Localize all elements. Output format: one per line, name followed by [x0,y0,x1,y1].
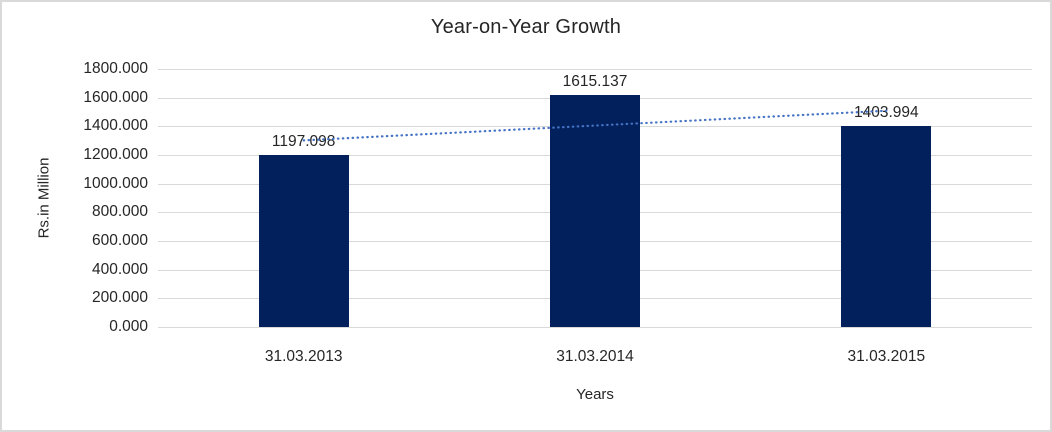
y-tick-label: 0.000 [109,318,148,335]
x-tick-label: 31.03.2014 [556,348,634,365]
x-tick-label: 31.03.2013 [264,348,343,365]
chart-title: Year-on-Year Growth [430,16,622,38]
gridline [158,327,1032,328]
gridline [158,69,1032,70]
y-tick-label: 1400.000 [83,117,148,135]
bar [841,125,932,327]
y-tick-label: 1600.000 [83,88,148,106]
y-tick-label: 1800.000 [83,60,148,77]
y-tick-label: 800.000 [91,203,148,221]
bar-data-label: 1197.098 [271,133,336,151]
y-tick-label: 1200.000 [83,146,148,163]
x-tick-label: 31.03.2015 [847,348,926,365]
y-tick-label: 200.000 [91,289,148,307]
bar [550,95,640,327]
x-axis-title: Years [576,386,614,403]
bar-data-label: 1615.137 [562,73,628,91]
y-axis-title: Rs.in Million [35,157,53,239]
y-tick-label: 600.000 [91,232,148,249]
bar [258,155,349,327]
y-tick-label: 1000.000 [83,174,148,192]
y-tick-label: 400.000 [91,260,148,278]
bar-data-label: 1403.994 [854,103,919,121]
